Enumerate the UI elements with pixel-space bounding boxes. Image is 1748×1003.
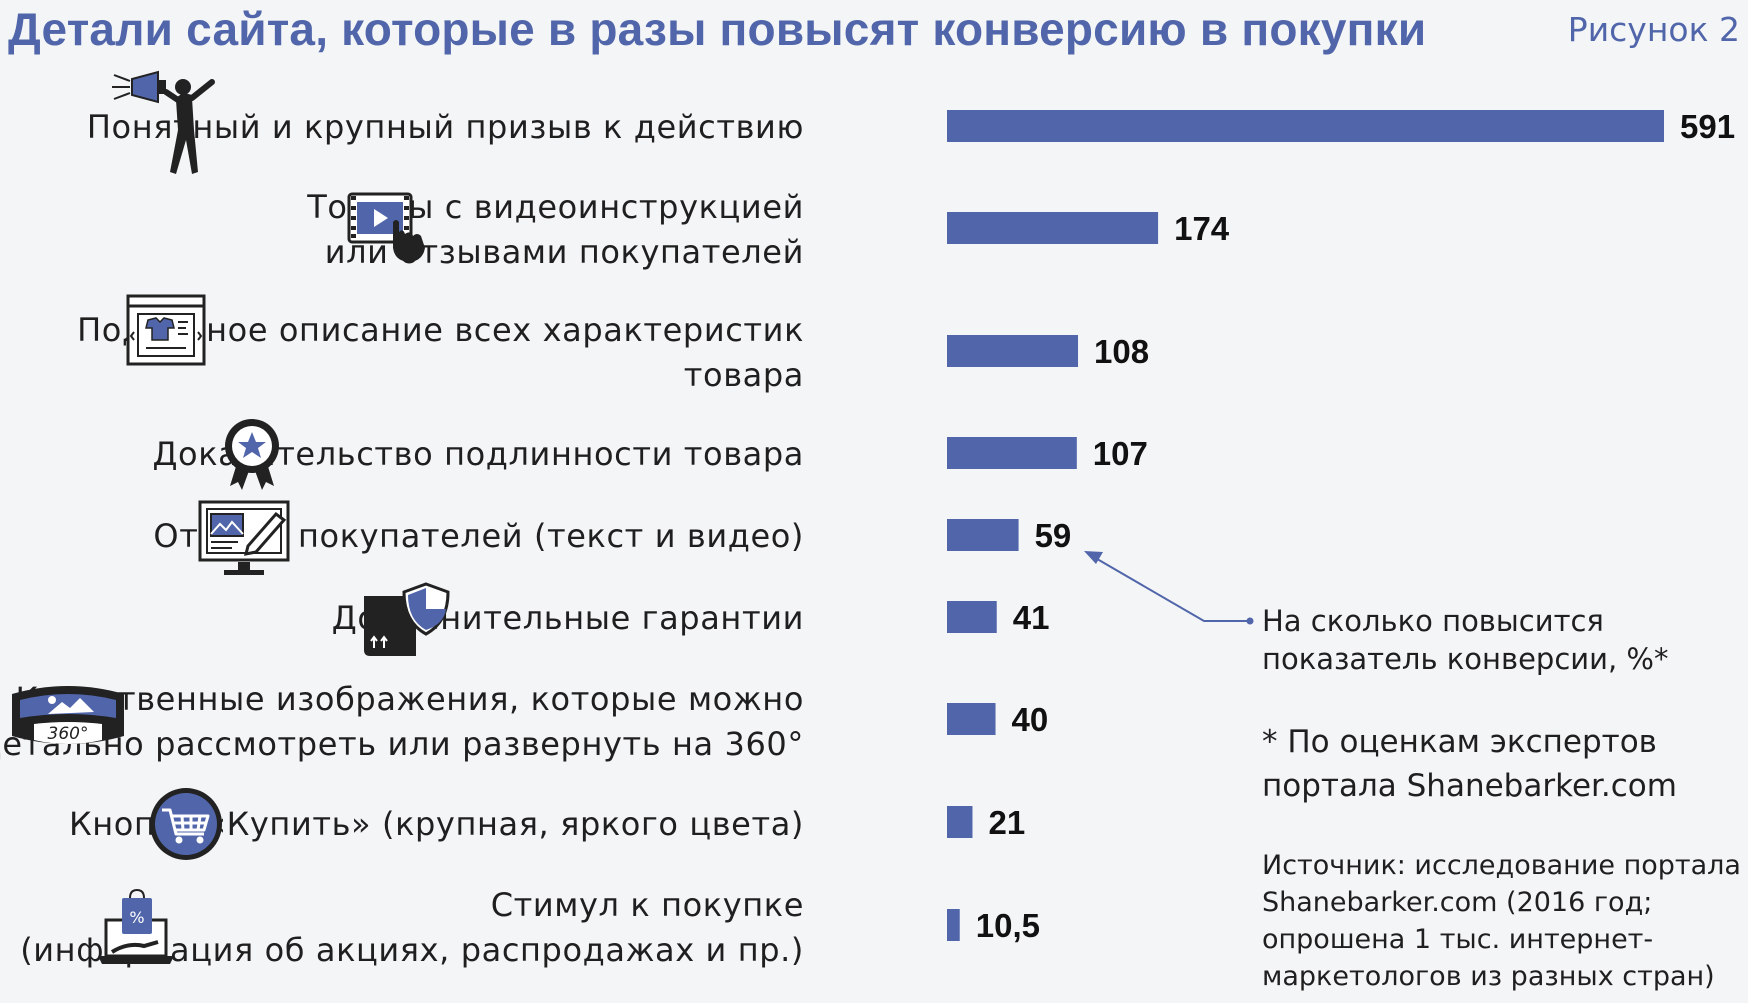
discount-percent-text: % [129, 908, 144, 927]
category-label: Качественные изображения, которые можно … [0, 677, 804, 767]
bar-value-label: 107 [1093, 435, 1148, 472]
figure-label: Рисунок 2 [1567, 10, 1740, 49]
category-label-line: детально рассмотреть или развернуть на 3… [0, 725, 804, 763]
monitor-review-icon [198, 500, 290, 575]
bar [947, 601, 997, 633]
source-line: Источник: исследование портала [1262, 850, 1741, 881]
bar [947, 335, 1079, 367]
annotation-line: На сколько повысится [1262, 604, 1604, 638]
bar [947, 437, 1077, 469]
bar [947, 212, 1159, 244]
bar-value-label: 174 [1174, 210, 1230, 247]
bar [947, 110, 1664, 142]
bar-value-label: 108 [1094, 333, 1149, 370]
footnote-line: * По оценкам экспертов [1262, 724, 1657, 760]
source-text: Источник: исследование портала Shanebark… [1262, 847, 1741, 995]
category-label: Понятный и крупный призыв к действию [87, 105, 804, 150]
source-line: Shanebarker.com (2016 год; [1262, 887, 1653, 918]
category-label-line: Качественные изображения, которые можно [15, 680, 804, 718]
bar [947, 519, 1019, 551]
bar-value-label: 41 [1013, 599, 1050, 636]
box-shield-icon [364, 582, 450, 656]
source-line: опрошена 1 тыс. интернет- [1262, 924, 1654, 955]
annotation-text: На сколько повысится показатель конверси… [1262, 602, 1668, 678]
footnote-line: портала Shanebarker.com [1262, 768, 1677, 804]
bar-value-label: 21 [988, 804, 1025, 841]
annotation-dot [1246, 617, 1254, 625]
category-label-line: Понятный и крупный призыв к действию [86, 108, 804, 146]
quality-badge-icon [225, 419, 279, 490]
video-tap-icon [347, 192, 425, 262]
bar-value-label: 10,5 [976, 907, 1040, 944]
category-label-line: товара [683, 356, 804, 394]
category-label-line: Стимул к покупке [490, 886, 804, 924]
source-line: маркетологов из разных стран) [1262, 961, 1715, 992]
bar-value-label: 591 [1680, 108, 1735, 145]
laptop-discount-icon: % [98, 888, 174, 964]
annotation-arrow-line [1091, 555, 1248, 622]
bar [947, 909, 960, 941]
page-title: Детали сайта, которые в разы повысят кон… [8, 3, 1427, 55]
panorama-360-icon: 360° [12, 686, 124, 744]
annotation-arrowhead [1084, 551, 1103, 564]
bar-value-label: 59 [1035, 517, 1072, 554]
product-description-icon [126, 294, 206, 366]
bar [947, 806, 973, 838]
panorama-360-text: 360° [48, 724, 89, 744]
bar [947, 703, 996, 735]
annotation-line: показатель конверсии, %* [1262, 642, 1669, 676]
footnote-text: * По оценкам экспертов портала Shanebark… [1262, 720, 1677, 808]
bar-value-label: 40 [1012, 701, 1049, 738]
megaphone-person-icon [112, 70, 215, 174]
cart-button-icon [150, 788, 222, 860]
